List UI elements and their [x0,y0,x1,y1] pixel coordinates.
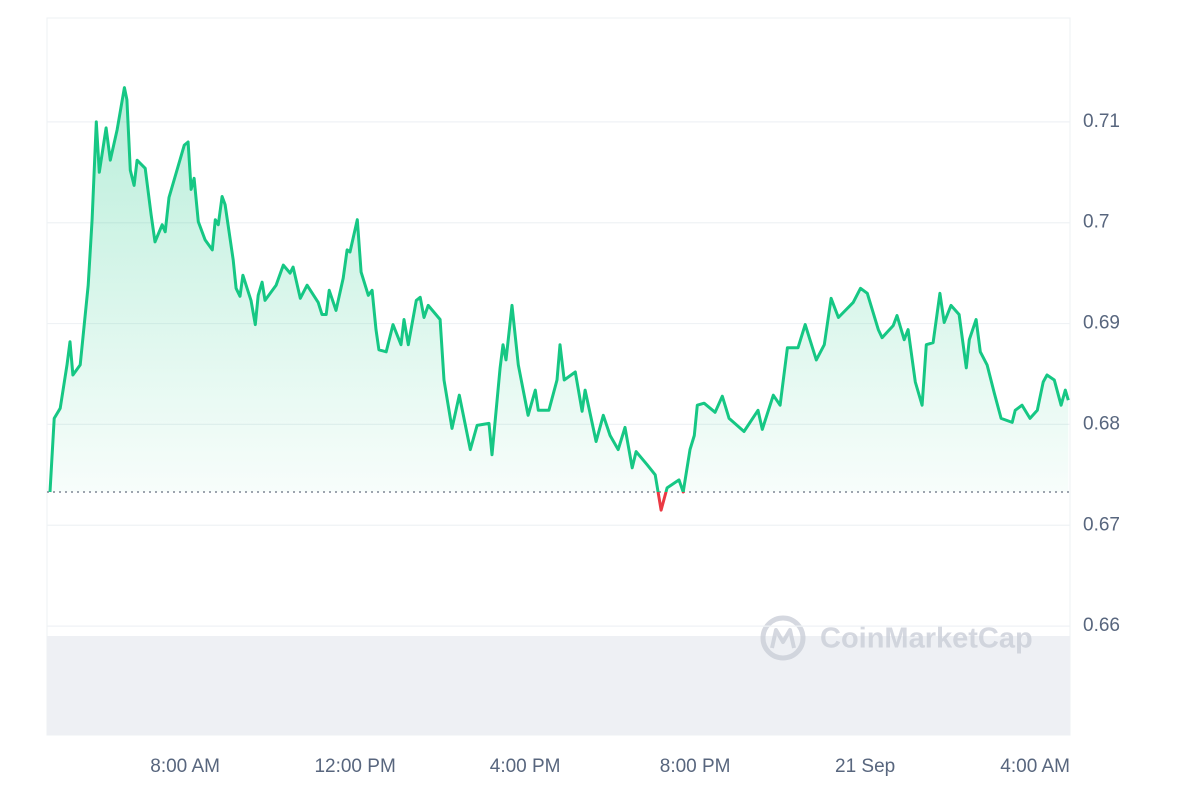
price-area [50,87,1069,492]
y-tick-label: 0.66 [1083,615,1120,636]
x-tick-label: 21 Sep [835,756,895,777]
y-tick-label: 0.68 [1083,413,1120,434]
price-line [48,86,1070,512]
y-tick-label: 0.67 [1083,514,1120,535]
x-tick-label: 4:00 AM [1000,756,1070,777]
x-tick-label: 4:00 PM [490,756,561,777]
x-tick-label: 8:00 AM [150,756,220,777]
y-tick-label: 0.69 [1083,313,1120,334]
x-tick-label: 8:00 PM [660,756,731,777]
y-tick-label: 0.7 [1083,212,1109,233]
watermark-text: CoinMarketCap [820,623,1033,655]
y-tick-label: 0.71 [1083,111,1120,132]
watermark: CoinMarketCap [760,615,1033,661]
x-tick-label: 12:00 PM [314,756,395,777]
volume-area [47,636,1070,735]
